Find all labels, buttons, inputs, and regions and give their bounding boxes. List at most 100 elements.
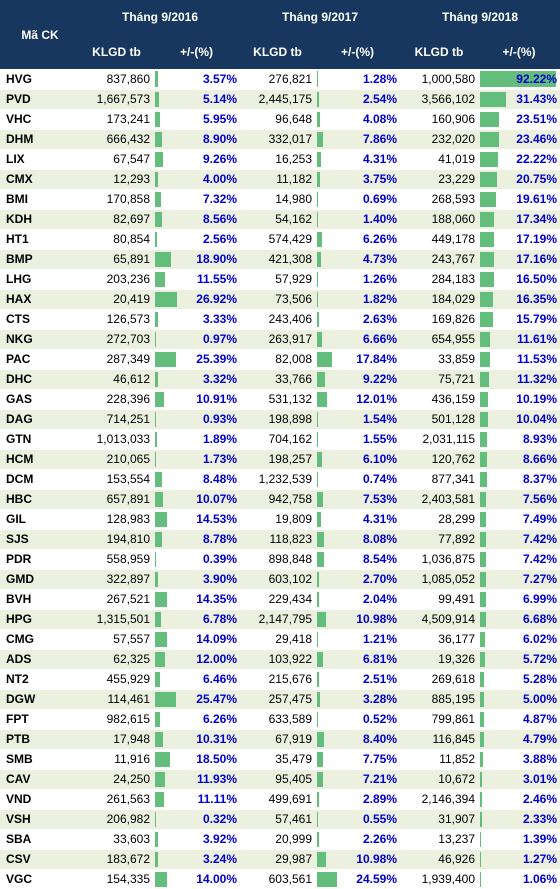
volume-header: KLGD tb (400, 34, 478, 69)
data-bar (480, 751, 484, 767)
data-bar (317, 211, 319, 227)
volume-value: 898,848 (240, 549, 315, 570)
change-value: 6.66% (362, 332, 397, 346)
data-bar (317, 751, 324, 767)
change-cell: 7.49% (478, 509, 560, 530)
volume-value: 203,236 (80, 269, 153, 290)
data-bar (317, 431, 319, 447)
change-cell: 3.92% (153, 829, 240, 850)
change-cell: 0.39% (153, 549, 240, 570)
table-row: KDH 82,697 8.56% 54,162 1.40% 188,060 17.34% (0, 209, 560, 230)
change-cell: 4.08% (315, 109, 400, 130)
change-value: 19.61% (516, 192, 557, 206)
table-body: HVG 837,860 3.57% 276,821 1.28% 1,000,580 92.2… (0, 69, 560, 889)
data-bar (317, 71, 319, 87)
change-value: 12.00% (196, 652, 237, 666)
volume-value: 67,919 (240, 729, 315, 750)
change-cell: 7.56% (478, 489, 560, 510)
data-bar (480, 411, 489, 427)
change-cell: 3.57% (153, 69, 240, 90)
stock-code: VND (0, 789, 80, 810)
change-cell: 4.73% (315, 249, 400, 270)
change-value: 1.27% (522, 852, 557, 866)
data-bar (317, 91, 320, 107)
data-bar (155, 251, 171, 267)
change-value: 6.78% (202, 612, 237, 626)
change-value: 5.72% (522, 652, 557, 666)
change-cell: 0.32% (153, 809, 240, 830)
data-bar (155, 471, 162, 487)
change-value: 23.51% (516, 112, 557, 126)
stock-code: PAC (0, 349, 80, 370)
stock-code: CTS (0, 309, 80, 330)
change-cell: 14.35% (153, 589, 240, 610)
change-value: 8.78% (202, 532, 237, 546)
stock-code: CMG (0, 629, 80, 650)
change-value: 3.90% (202, 572, 237, 586)
stock-code: LIX (0, 149, 80, 170)
volume-value: 169,826 (400, 309, 478, 330)
data-bar (317, 371, 325, 387)
change-cell: 2.54% (315, 89, 400, 110)
stock-code: HAX (0, 289, 80, 310)
change-value: 11.93% (196, 772, 237, 786)
table-row: PDR 558,959 0.39% 898,848 8.54% 1,036,875 7.42… (0, 549, 560, 570)
change-cell: 3.88% (478, 749, 560, 770)
stock-code: DAG (0, 409, 80, 430)
code-header: Mã CK (0, 0, 80, 69)
change-value: 17.16% (516, 252, 557, 266)
data-bar (317, 591, 319, 607)
change-cell: 23.46% (478, 129, 560, 150)
change-value: 18.90% (196, 252, 237, 266)
data-bar (155, 591, 167, 607)
volume-value: 3,566,102 (400, 89, 478, 110)
volume-value: 118,823 (240, 529, 315, 550)
stock-code: SJS (0, 529, 80, 550)
data-bar (317, 511, 321, 527)
change-cell: 10.31% (153, 729, 240, 750)
table-row: BVH 267,521 14.35% 229,434 2.04% 99,491 6.99% (0, 589, 560, 610)
change-cell: 11.55% (153, 269, 240, 290)
data-bar (155, 771, 165, 787)
data-bar (480, 711, 484, 727)
stock-code: GIL (0, 509, 80, 530)
volume-value: 29,987 (240, 849, 315, 870)
change-cell: 3.24% (153, 849, 240, 870)
table-row: PTB 17,948 10.31% 67,919 8.40% 116,845 4.79% (0, 729, 560, 750)
change-value: 7.42% (522, 532, 557, 546)
volume-value: 24,250 (80, 769, 153, 790)
volume-value: 57,461 (240, 809, 315, 830)
data-bar (317, 531, 324, 547)
data-bar (480, 611, 486, 627)
volume-value: 11,916 (80, 749, 153, 770)
change-value: 1.39% (522, 832, 557, 846)
change-value: 6.26% (362, 232, 397, 246)
volume-value: 12,293 (80, 169, 153, 190)
data-bar (155, 211, 163, 227)
data-bar (317, 691, 320, 707)
change-cell: 17.84% (315, 349, 400, 370)
change-cell: 14.53% (153, 509, 240, 530)
change-value: 4.31% (362, 512, 397, 526)
stock-code: GAS (0, 389, 80, 410)
change-cell: 31.43% (478, 89, 560, 110)
change-value: 23.46% (516, 132, 557, 146)
change-value: 25.47% (196, 692, 237, 706)
volume-value: 183,672 (80, 849, 153, 870)
data-bar (480, 271, 494, 287)
change-cell: 2.89% (315, 789, 400, 810)
change-cell: 8.93% (478, 429, 560, 450)
volume-value: 2,147,795 (240, 609, 315, 630)
volume-value: 11,852 (400, 749, 478, 770)
stock-code: DHM (0, 129, 80, 150)
volume-value: 19,326 (400, 649, 478, 670)
change-value: 17.84% (356, 352, 397, 366)
change-value: 2.70% (362, 572, 397, 586)
data-bar (317, 411, 319, 427)
volume-value: 1,085,052 (400, 569, 478, 590)
change-cell: 10.98% (315, 609, 400, 630)
volume-value: 322,897 (80, 569, 153, 590)
change-cell: 16.50% (478, 269, 560, 290)
data-bar (317, 651, 323, 667)
change-cell: 1.40% (315, 209, 400, 230)
